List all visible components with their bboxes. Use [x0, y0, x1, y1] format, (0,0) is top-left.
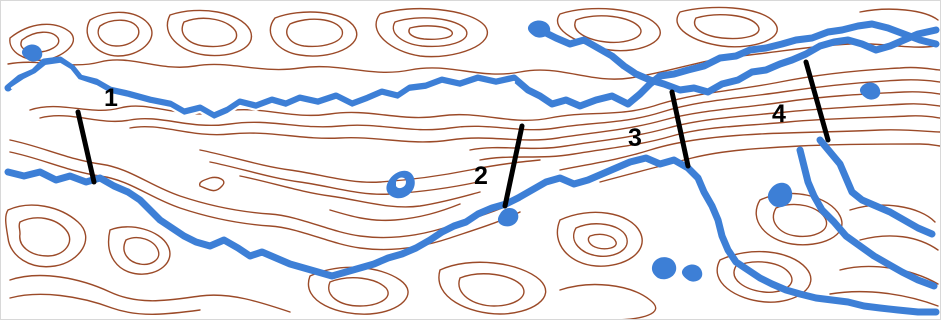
contour-line — [329, 203, 461, 222]
water-pond — [497, 208, 519, 227]
contour-line — [772, 203, 828, 238]
contour-line — [438, 261, 547, 315]
contour-line — [199, 149, 541, 183]
water-band-upper — [4, 20, 940, 120]
contour-line — [408, 25, 453, 40]
water-band-right — [816, 136, 936, 238]
water-pond — [21, 44, 43, 62]
contour-line — [587, 233, 617, 250]
contour-line — [129, 91, 941, 143]
contour-line — [9, 274, 291, 313]
contour-line — [859, 8, 939, 21]
contour-line — [556, 211, 643, 267]
contour-line — [7, 42, 936, 80]
contour-line — [392, 17, 468, 48]
contour-line — [108, 226, 171, 275]
water-band-upper-right — [536, 26, 940, 96]
contour-line — [166, 9, 253, 57]
water-pond — [527, 20, 551, 38]
contour-line — [755, 192, 843, 246]
contour-line — [97, 19, 140, 47]
contour-line — [849, 204, 936, 223]
water-pond — [859, 82, 881, 100]
contour-line — [286, 18, 344, 48]
contour-line — [5, 204, 87, 268]
cross-section-label-4: 4 — [772, 100, 786, 128]
contour-line — [18, 217, 71, 257]
water-band-lower — [4, 154, 940, 316]
water-pond — [386, 170, 415, 199]
contour-line — [9, 23, 74, 61]
water-pond — [681, 264, 703, 282]
contour-line — [479, 115, 941, 161]
contour-line — [239, 175, 481, 208]
contour-line — [86, 11, 153, 57]
contour-line — [693, 14, 760, 40]
water-features — [4, 20, 940, 316]
contour-line — [29, 66, 941, 121]
cross-section-line-4 — [803, 59, 831, 143]
cross-section-line-1 — [75, 109, 97, 185]
contour-line — [557, 7, 661, 52]
contour-line — [123, 236, 160, 266]
contour-line — [198, 176, 225, 192]
contour-line — [559, 129, 941, 171]
contour-line — [574, 15, 642, 44]
water-band-right-lower — [796, 146, 938, 290]
contour-line — [573, 223, 628, 257]
cross-section-line-3 — [669, 89, 691, 169]
contour-line — [676, 6, 778, 48]
contour-line — [829, 290, 939, 307]
cross-section-labels: 1 2 3 4 — [104, 84, 786, 190]
cross-section-line-2 — [502, 123, 525, 209]
contour-line — [458, 273, 525, 307]
contour-line — [269, 11, 358, 57]
water-band-inner — [10, 62, 516, 122]
contour-line — [469, 103, 941, 151]
contour-line — [181, 17, 238, 48]
cross-sections — [75, 59, 831, 209]
water-pond — [767, 182, 793, 208]
cross-section-label-1: 1 — [104, 84, 118, 112]
contour-line — [328, 277, 389, 307]
contour-line — [375, 7, 488, 58]
cross-section-label-2: 2 — [474, 162, 488, 190]
contour-line — [859, 235, 939, 251]
cross-section-label-3: 3 — [628, 124, 642, 152]
contour-line — [559, 283, 657, 320]
contour-line — [209, 161, 479, 195]
contour-line — [9, 293, 201, 315]
water-pond — [651, 257, 677, 280]
